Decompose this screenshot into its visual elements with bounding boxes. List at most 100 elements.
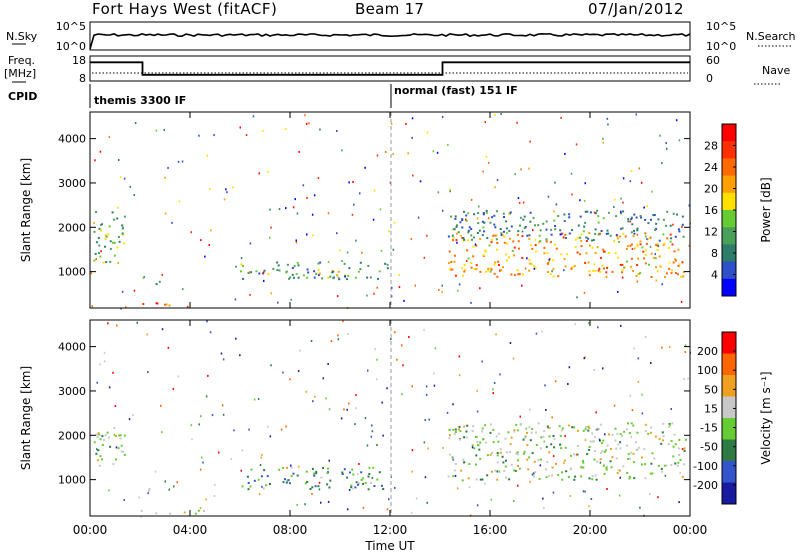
noise-cell [312,234,314,237]
data-cell [106,431,109,434]
data-cell [574,246,577,249]
noise-cell [355,394,357,397]
data-cell [461,219,464,222]
noise-cell [414,284,416,287]
noise-cell [336,295,339,298]
colorbar-swatch [722,396,736,419]
noise-cell [687,377,689,380]
data-cell [350,486,353,489]
data-cell [587,429,590,432]
data-cell [108,436,110,439]
data-cell [493,214,496,217]
data-cell [571,229,574,231]
data-cell [641,246,644,249]
noise-cell [390,295,393,298]
noise-cell [348,488,351,491]
data-cell [604,449,607,452]
noise-cell [258,493,261,495]
colorbar-tick-label: -15 [700,422,718,435]
data-cell [467,212,470,215]
data-cell [666,237,669,240]
data-cell [453,228,456,231]
data-cell [660,442,663,445]
data-cell [670,440,673,442]
noise-cell [606,488,608,490]
data-cell [568,232,571,235]
noise-cell [220,352,223,355]
data-cell [481,478,484,481]
noise-cell [172,387,175,390]
data-cell [307,271,310,274]
data-cell [597,215,600,218]
data-cell [117,236,120,238]
data-cell [545,220,548,223]
y-tick-label: 3000 [58,177,86,190]
data-cell [241,265,244,267]
colorbar-swatch [722,124,736,142]
data-cell [677,228,680,231]
noise-cell [657,245,660,248]
noise-cell [563,269,565,272]
data-cell [357,270,360,273]
data-cell [463,270,466,273]
data-cell [585,236,588,239]
data-cell [346,476,349,479]
noise-cell [239,354,241,357]
noise-cell [411,136,413,139]
data-cell [568,216,571,219]
data-cell [562,236,565,239]
data-cell [471,430,474,432]
noise-cell [506,232,508,234]
data-cell [644,430,647,433]
data-cell [668,246,670,249]
data-cell [292,472,295,475]
data-cell [663,464,666,467]
noise-cell [407,152,409,155]
data-cell [507,256,510,259]
y-tick-label: 2000 [58,429,86,442]
noise-cell [554,380,557,383]
noise-cell [646,205,648,208]
data-cell [95,452,98,455]
data-cell [467,229,470,232]
data-cell [624,235,627,238]
data-cell [591,239,594,242]
data-cell [197,509,200,512]
noise-cell [417,216,420,219]
noise-cell [524,267,527,270]
noise-cell [164,480,166,483]
data-cell [580,465,583,468]
noise-cell [458,355,461,358]
data-cell [607,232,610,235]
noise-cell [514,173,516,176]
data-cell [610,466,613,469]
noise-cell [327,500,330,503]
data-cell [605,271,608,274]
data-cell [553,437,556,440]
cpid-label: CPID [8,90,37,103]
noise-cell [372,218,375,221]
noise-cell [310,340,313,342]
data-cell [593,450,596,453]
data-cell [661,431,664,434]
data-cell [628,475,631,478]
data-cell [594,251,597,254]
data-cell [632,461,635,464]
data-cell [287,479,290,482]
noise-cell [390,122,393,125]
data-cell [580,475,583,478]
data-cell [475,244,478,247]
data-cell [463,436,466,439]
noise-cell [160,404,162,407]
data-cell [326,472,329,474]
data-cell [564,446,567,449]
data-cell [253,479,256,482]
data-cell [503,241,506,244]
noise-cell [593,368,595,371]
noise-cell [635,113,637,116]
noise-cell [436,151,439,154]
data-cell [552,275,555,278]
data-cell [98,244,101,247]
data-cell [653,457,656,460]
data-cell [255,270,258,273]
